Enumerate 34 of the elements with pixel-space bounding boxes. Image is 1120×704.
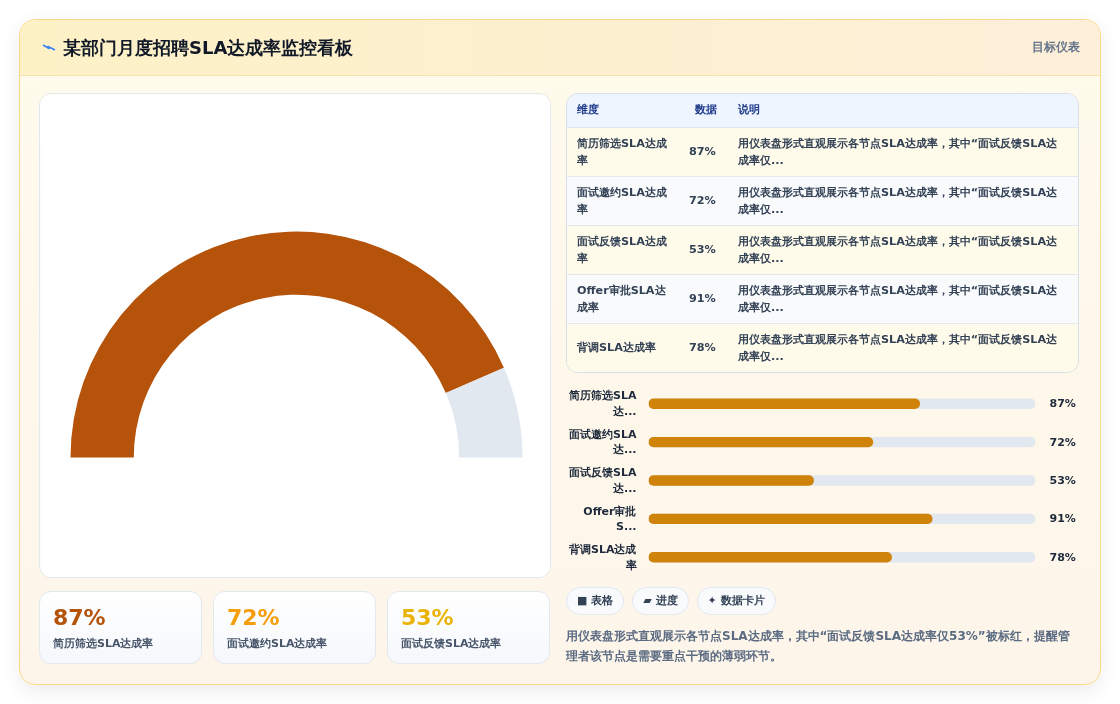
table-row: 背调SLA达成率 78% 用仪表盘形式直观展示各节点SLA达成率，其中“面试反馈SLA达成率仅... [567, 323, 1078, 372]
y-tick-label: 面试邀约SLA达... [568, 427, 637, 457]
data-card: 72% 面试邀约SLA达成率 [213, 591, 376, 664]
y-tick-label: 面试反馈SLA达... [568, 466, 637, 495]
data-label: 78% [1049, 550, 1076, 564]
table-header-cell: 维度 [567, 94, 685, 127]
data-label: 91% [1049, 512, 1076, 526]
category-label: 简历筛选SLA达成率 [567, 127, 685, 176]
data-label: 53% [1049, 474, 1076, 487]
table-row: 面试邀约SLA达成率 72% 用仪表盘形式直观展示各节点SLA达成率，其中“面试反馈SLA达成率仅... [567, 176, 1078, 225]
data-card: 53% 面试反馈SLA达成率 [387, 591, 550, 664]
category-label: 简历筛选SLA达成率 [53, 636, 155, 652]
category-label: 面试反馈SLA达成率 [401, 636, 503, 652]
chart-title: 某部门月度招聘SLA达成率监控看板 [63, 35, 354, 60]
table-row: 面试反馈SLA达成率 53% 用仪表盘形式直观展示各节点SLA达成率，其中“面试反馈SLA达成率仅... [567, 225, 1078, 274]
chip: ✦ 数据卡片 [696, 587, 776, 615]
data-label: 72% [1049, 435, 1076, 449]
text: 用仪表盘形式直观展示各节点SLA达成率，其中“面试反馈SLA达成率仅53%”被标红，提醒管理者该节点是需要重点干预的薄弱环节。 [566, 628, 1071, 665]
table-row: 简历筛选SLA达成率 87% 用仪表盘形式直观展示各节点SLA达成率，其中“面试反馈SLA达成率仅... [567, 127, 1078, 176]
category-label: 面试邀约SLA达成率 [567, 176, 685, 225]
y-tick-label: 简历筛选SLA达... [568, 389, 637, 418]
data-label: 87% [1049, 397, 1076, 411]
category-label: 面试反馈SLA达成率 [567, 225, 685, 274]
table-header-cell: 说明 [728, 94, 1078, 127]
category-label: 面试邀约SLA达成率 [227, 636, 329, 652]
data-card: 87% 简历筛选SLA达成率 [39, 591, 202, 664]
header-band: 某部门月度招聘SLA达成率监控看板 目标仪表 [20, 20, 1100, 76]
table-row: Offer审批SLA达成率 91% 用仪表盘形式直观展示各节点SLA达成率，其中“面试反馈SLA达成率仅... [567, 274, 1078, 323]
y-tick-label: 背调SLA达成率 [568, 543, 637, 572]
y-tick-label: Offer审批S... [583, 504, 637, 534]
table-header-cell: 数据 [685, 94, 728, 127]
chip: ■ 表格 [566, 587, 625, 615]
chip: ▰ 进度 [632, 587, 689, 615]
category-label: Offer审批SLA达成率 [567, 274, 685, 323]
